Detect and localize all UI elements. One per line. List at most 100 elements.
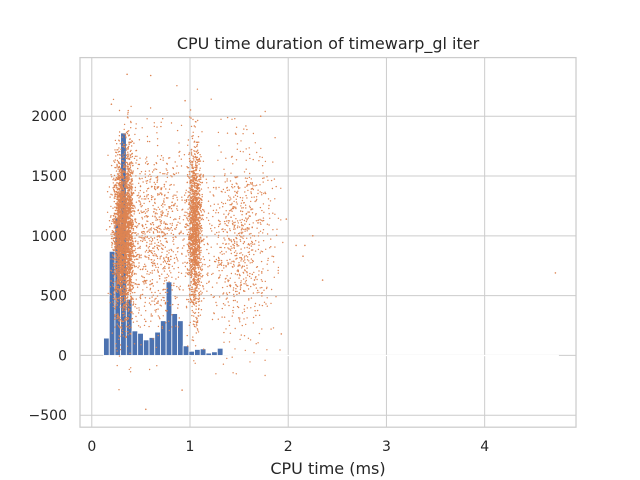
scatter-point	[128, 324, 131, 327]
scatter-point	[121, 196, 123, 198]
scatter-point	[185, 192, 187, 194]
scatter-point	[190, 117, 192, 119]
scatter-point	[118, 172, 120, 175]
scatter-point	[116, 236, 119, 239]
scatter-point	[194, 259, 196, 261]
scatter-point	[192, 292, 194, 294]
scatter-point	[199, 236, 201, 239]
scatter-point	[118, 335, 120, 337]
scatter-point	[128, 186, 130, 189]
scatter-point	[116, 266, 118, 269]
scatter-point	[128, 256, 130, 258]
scatter-point	[120, 176, 123, 178]
scatter-point	[152, 196, 154, 198]
scatter-point	[183, 154, 186, 156]
scatter-point	[123, 209, 126, 212]
scatter-point	[127, 226, 129, 228]
scatter-point	[122, 203, 124, 206]
scatter-point	[186, 261, 189, 264]
scatter-point	[115, 257, 117, 260]
scatter-point	[172, 197, 174, 200]
scatter-point	[148, 140, 151, 143]
scatter-point	[129, 225, 131, 227]
scatter-point	[118, 154, 121, 156]
scatter-point	[156, 144, 159, 147]
scatter-point	[199, 184, 201, 186]
scatter-point	[121, 294, 123, 297]
scatter-point	[129, 288, 131, 290]
scatter-point	[121, 256, 123, 258]
scatter-point	[117, 247, 120, 249]
scatter-point	[196, 321, 199, 324]
scatter-point	[195, 296, 197, 298]
scatter-point	[124, 248, 127, 250]
scatter-point	[190, 200, 192, 202]
scatter-point	[120, 206, 122, 209]
scatter-point	[126, 218, 128, 220]
scatter-point	[191, 286, 193, 288]
scatter-point	[164, 261, 167, 263]
scatter-point	[125, 245, 127, 247]
scatter-point	[199, 254, 201, 256]
scatter-point	[141, 198, 143, 200]
scatter-point	[120, 301, 122, 304]
scatter-point	[123, 192, 125, 195]
scatter-point	[189, 205, 192, 207]
scatter-point	[120, 192, 122, 194]
scatter-point	[114, 161, 116, 163]
scatter-point	[164, 267, 166, 270]
scatter-point	[139, 157, 141, 159]
scatter-point	[110, 205, 112, 208]
scatter-point	[128, 167, 131, 170]
scatter-point	[201, 276, 203, 278]
scatter-point	[121, 192, 123, 195]
scatter-point	[189, 301, 192, 304]
scatter-point	[132, 227, 135, 230]
scatter-point	[127, 322, 129, 324]
scatter-point	[198, 261, 201, 264]
scatter-point	[133, 205, 136, 207]
scatter-point	[187, 298, 189, 301]
scatter-point	[112, 240, 115, 242]
scatter-point	[188, 272, 191, 274]
scatter-point	[187, 144, 189, 146]
scatter-point	[202, 176, 204, 178]
scatter-point	[189, 198, 191, 200]
scatter-point	[121, 309, 124, 312]
scatter-point	[201, 182, 203, 184]
scatter-point	[128, 327, 131, 329]
scatter-point	[192, 199, 194, 201]
scatter-point	[196, 297, 198, 300]
scatter-point	[125, 131, 128, 134]
scatter-point	[118, 175, 120, 177]
scatter-point	[124, 226, 126, 229]
scatter-point	[114, 306, 117, 308]
scatter-point	[117, 275, 119, 277]
scatter-point	[119, 229, 121, 231]
scatter-point	[200, 251, 202, 254]
scatter-point	[189, 211, 191, 213]
scatter-point	[195, 226, 197, 229]
scatter-point	[156, 178, 159, 180]
scatter-point	[196, 159, 199, 161]
scatter-point	[146, 140, 149, 143]
scatter-point	[185, 189, 187, 191]
scatter-point	[116, 364, 118, 367]
scatter-point	[190, 276, 192, 279]
scatter-point	[200, 273, 202, 275]
scatter-point	[195, 252, 198, 254]
scatter-point	[203, 258, 205, 261]
scatter-point	[125, 230, 128, 233]
scatter-point	[200, 261, 202, 264]
scatter-point	[190, 211, 193, 213]
scatter-point	[114, 326, 117, 328]
scatter-point	[159, 318, 161, 320]
scatter-point	[143, 305, 146, 307]
scatter-point	[110, 215, 112, 217]
scatter-point	[126, 317, 128, 319]
scatter-point	[140, 236, 142, 238]
scatter-point	[122, 308, 124, 310]
scatter-point	[193, 302, 195, 304]
scatter-point	[192, 250, 194, 252]
scatter-point	[194, 345, 197, 347]
